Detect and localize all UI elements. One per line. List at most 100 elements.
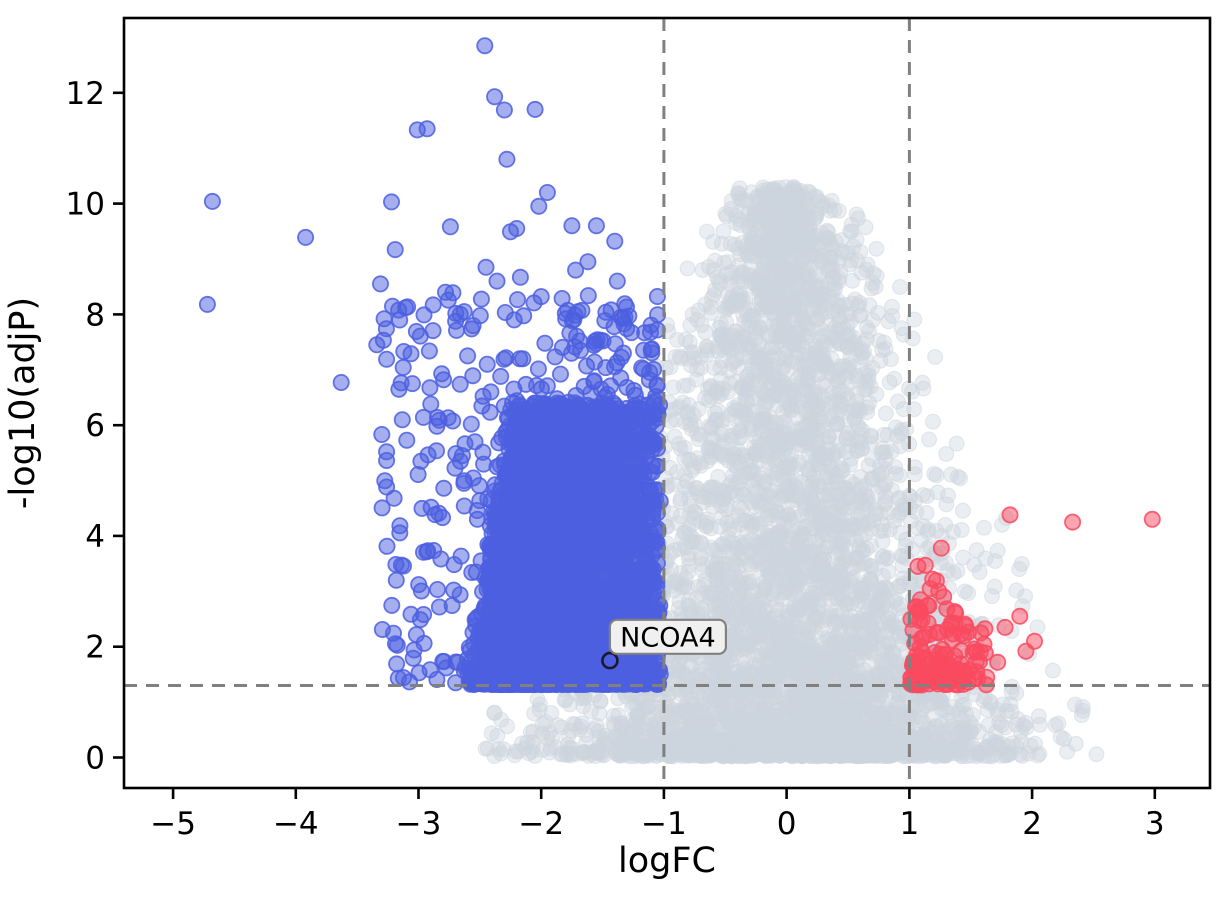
data-point-nonsignificant bbox=[843, 216, 860, 233]
data-point-nonsignificant bbox=[692, 548, 709, 565]
data-point-nonsignificant bbox=[1047, 717, 1064, 734]
data-point-nonsignificant bbox=[943, 466, 959, 483]
data-point-nonsignificant bbox=[863, 471, 880, 488]
data-point-nonsignificant bbox=[806, 210, 823, 226]
data-point-nonsignificant bbox=[766, 443, 783, 460]
data-point-nonsignificant bbox=[677, 570, 694, 587]
data-point-nonsignificant bbox=[894, 557, 911, 574]
data-point-nonsignificant bbox=[921, 431, 938, 448]
data-point-nonsignificant bbox=[684, 534, 701, 550]
data-point-nonsignificant bbox=[871, 746, 888, 762]
data-point-nonsignificant bbox=[844, 517, 861, 533]
data-point-nonsignificant bbox=[859, 493, 876, 510]
data-point-nonsignificant bbox=[778, 723, 795, 740]
data-point-nonsignificant bbox=[679, 260, 696, 277]
data-point-nonsignificant bbox=[700, 342, 716, 359]
data-point-nonsignificant bbox=[681, 334, 698, 351]
data-point-nonsignificant bbox=[884, 617, 901, 634]
data-point-nonsignificant bbox=[798, 403, 815, 419]
data-point-nonsignificant bbox=[791, 289, 808, 306]
data-point-nonsignificant bbox=[860, 364, 877, 380]
data-point-nonsignificant bbox=[1008, 582, 1025, 599]
data-point-nonsignificant bbox=[849, 442, 866, 459]
data-point-nonsignificant bbox=[723, 608, 740, 625]
data-point-nonsignificant bbox=[573, 718, 590, 735]
data-point-nonsignificant bbox=[726, 457, 743, 474]
data-point-nonsignificant bbox=[801, 686, 817, 703]
data-point-nonsignificant bbox=[919, 488, 936, 505]
data-point-nonsignificant bbox=[657, 744, 674, 760]
data-point-nonsignificant bbox=[722, 729, 739, 746]
data-point-nonsignificant bbox=[769, 317, 786, 334]
data-point-nonsignificant bbox=[713, 698, 730, 715]
data-point-nonsignificant bbox=[866, 630, 882, 647]
data-point-nonsignificant bbox=[680, 592, 697, 609]
data-point-nonsignificant bbox=[541, 744, 558, 761]
data-point-nonsignificant bbox=[810, 239, 827, 256]
data-point-nonsignificant bbox=[773, 664, 790, 681]
data-point-nonsignificant bbox=[486, 705, 503, 721]
data-point-nonsignificant bbox=[851, 294, 868, 311]
data-point-nonsignificant bbox=[824, 261, 841, 277]
data-point-nonsignificant bbox=[726, 553, 743, 570]
data-point-nonsignificant bbox=[708, 556, 725, 573]
data-point-nonsignificant bbox=[910, 520, 926, 537]
data-point-nonsignificant bbox=[887, 591, 904, 608]
data-point-nonsignificant bbox=[915, 380, 932, 397]
data-point-nonsignificant bbox=[726, 522, 743, 539]
data-point-nonsignificant bbox=[759, 627, 776, 644]
data-point-nonsignificant bbox=[713, 509, 730, 526]
data-point-nonsignificant bbox=[898, 421, 915, 438]
data-point-nonsignificant bbox=[775, 403, 792, 420]
data-point-nonsignificant bbox=[714, 352, 731, 369]
data-point-nonsignificant bbox=[886, 370, 903, 387]
data-point-nonsignificant bbox=[765, 707, 782, 724]
data-point-nonsignificant bbox=[927, 349, 944, 365]
data-point-nonsignificant bbox=[875, 713, 891, 730]
data-point-nonsignificant bbox=[833, 232, 850, 249]
data-point-nonsignificant bbox=[736, 659, 753, 676]
data-point-nonsignificant bbox=[696, 726, 712, 743]
data-point-nonsignificant bbox=[773, 429, 790, 446]
data-point-nonsignificant bbox=[513, 735, 530, 752]
data-point-nonsignificant bbox=[852, 243, 869, 260]
data-point-nonsignificant bbox=[925, 413, 941, 430]
data-point-nonsignificant bbox=[560, 728, 577, 745]
data-point-nonsignificant bbox=[1067, 696, 1083, 713]
data-point-nonsignificant bbox=[729, 708, 746, 725]
data-point-nonsignificant bbox=[677, 685, 694, 701]
data-point-nonsignificant bbox=[714, 490, 731, 507]
data-point-nonsignificant bbox=[766, 685, 783, 701]
data-point-nonsignificant bbox=[984, 588, 1000, 605]
data-point-nonsignificant bbox=[844, 709, 861, 725]
data-point-nonsignificant bbox=[1088, 746, 1105, 763]
data-point-nonsignificant bbox=[872, 523, 889, 539]
data-point-nonsignificant bbox=[745, 646, 762, 663]
data-point-nonsignificant bbox=[744, 573, 761, 590]
data-point-nonsignificant bbox=[499, 718, 516, 735]
data-point-nonsignificant bbox=[751, 279, 768, 296]
data-point-nonsignificant bbox=[816, 650, 833, 667]
data-point-nonsignificant bbox=[960, 585, 977, 602]
data-point-nonsignificant bbox=[703, 290, 720, 307]
data-point-nonsignificant bbox=[778, 223, 794, 239]
data-point-nonsignificant bbox=[686, 350, 703, 367]
data-point-nonsignificant bbox=[997, 747, 1014, 764]
data-point-nonsignificant bbox=[841, 364, 858, 381]
nonsignificant-points-layer bbox=[477, 179, 1105, 765]
data-point-nonsignificant bbox=[554, 746, 571, 763]
data-point-nonsignificant bbox=[1011, 561, 1028, 578]
data-point-nonsignificant bbox=[841, 326, 857, 343]
data-point-nonsignificant bbox=[730, 184, 746, 201]
data-point-nonsignificant bbox=[884, 298, 900, 315]
data-point-nonsignificant bbox=[954, 502, 971, 519]
data-point-nonsignificant bbox=[683, 737, 700, 754]
data-point-nonsignificant bbox=[767, 562, 784, 579]
data-point-nonsignificant bbox=[804, 500, 821, 517]
data-point-nonsignificant bbox=[779, 362, 796, 379]
data-point-nonsignificant bbox=[714, 748, 731, 765]
data-point-nonsignificant bbox=[940, 487, 956, 504]
data-point-nonsignificant bbox=[852, 402, 868, 419]
data-point-nonsignificant bbox=[828, 607, 845, 624]
